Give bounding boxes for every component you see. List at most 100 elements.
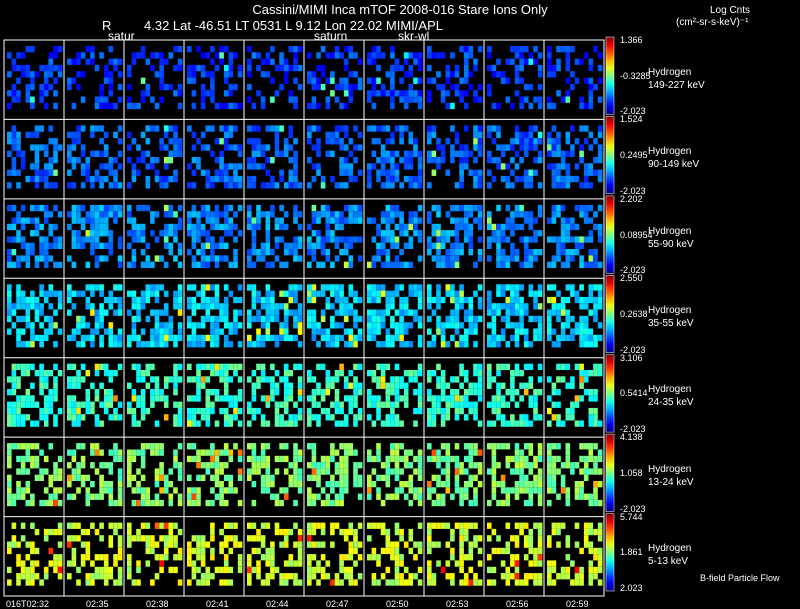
heatmap-cell xyxy=(547,560,552,567)
heatmap-cell xyxy=(283,363,289,370)
heatmap-cell xyxy=(94,230,100,237)
heatmap-cell xyxy=(228,90,234,97)
heatmap-cell xyxy=(597,566,603,574)
heatmap-cell xyxy=(343,481,349,488)
heatmap-cell xyxy=(463,573,469,580)
heatmap-cell xyxy=(191,407,197,415)
heatmap-cell xyxy=(339,211,344,218)
heatmap-cell xyxy=(431,223,437,231)
heatmap-cell xyxy=(514,204,520,212)
heatmap-cell xyxy=(293,64,298,72)
heatmap-cell xyxy=(177,462,183,469)
heatmap-cell xyxy=(463,102,469,110)
heatmap-cell xyxy=(145,407,151,415)
heatmap-cell xyxy=(159,395,164,402)
heatmap-cell xyxy=(551,296,557,304)
heatmap-cell xyxy=(163,334,169,342)
heatmap-cell xyxy=(30,144,35,151)
heatmap-cell xyxy=(210,249,215,256)
heatmap-cell xyxy=(454,290,460,297)
heatmap-cell xyxy=(154,290,160,297)
heatmap-cell xyxy=(551,579,557,586)
heatmap-cell xyxy=(537,249,543,256)
heatmap-cell xyxy=(330,217,335,224)
heatmap-cell xyxy=(131,303,137,310)
heatmap-cell xyxy=(57,211,63,218)
heatmap-cell xyxy=(140,223,146,231)
heatmap-cell xyxy=(417,579,423,586)
heatmap-cell xyxy=(288,554,294,561)
heatmap-cell xyxy=(205,414,211,421)
heatmap-cell xyxy=(537,322,543,329)
heatmap-cell xyxy=(177,328,183,335)
heatmap-cell xyxy=(223,474,229,481)
heatmap-cell xyxy=(537,334,543,342)
heatmap-cell xyxy=(311,395,317,402)
heatmap-cell xyxy=(256,64,261,72)
heatmap-cell xyxy=(311,474,317,481)
heatmap-cell xyxy=(30,175,35,183)
heatmap-cell xyxy=(390,407,395,415)
heatmap-cell xyxy=(487,341,492,348)
heatmap-cell xyxy=(99,303,104,310)
heatmap-cell xyxy=(265,334,271,342)
heatmap-cell xyxy=(34,315,40,323)
heatmap-cell xyxy=(523,150,529,157)
heatmap-cell xyxy=(505,566,511,574)
heatmap-cell xyxy=(256,535,261,542)
heatmap-cell xyxy=(403,449,409,456)
heatmap-cell xyxy=(394,204,400,212)
heatmap-cell xyxy=(140,236,146,243)
heatmap-cell xyxy=(547,573,552,580)
heatmap-cell xyxy=(427,389,432,396)
heatmap-cell xyxy=(316,560,321,567)
heatmap-cell xyxy=(127,83,132,91)
heatmap-cell xyxy=(339,223,344,231)
heatmap-cell xyxy=(473,90,478,97)
heatmap-cell xyxy=(440,370,446,377)
heatmap-cell xyxy=(500,395,506,402)
heatmap-cell xyxy=(150,341,155,348)
heatmap-cell xyxy=(385,579,391,586)
heatmap-cell xyxy=(565,443,571,450)
heatmap-cell xyxy=(177,290,183,297)
heatmap-cell xyxy=(219,328,224,335)
heatmap-cell xyxy=(196,230,201,237)
heatmap-cell xyxy=(283,328,289,335)
heatmap-cell xyxy=(339,217,344,224)
heatmap-cell xyxy=(523,420,529,427)
heatmap-cell xyxy=(256,125,261,132)
heatmap-cell xyxy=(431,573,437,580)
heatmap-cell xyxy=(53,242,58,249)
heatmap-cell xyxy=(537,230,543,237)
heatmap-cell xyxy=(297,309,303,316)
heatmap-cell xyxy=(76,211,81,218)
panel-species: Hydrogen xyxy=(648,146,692,158)
heatmap-cell xyxy=(523,328,529,335)
heatmap-cell xyxy=(325,236,331,243)
heatmap-cell xyxy=(357,328,363,335)
heatmap-cell xyxy=(53,64,58,72)
heatmap-cell xyxy=(293,46,298,53)
heatmap-cell xyxy=(131,455,137,463)
heatmap-cell xyxy=(108,322,114,329)
heatmap-cell xyxy=(528,52,534,59)
heatmap-cell xyxy=(274,138,280,145)
heatmap-cell xyxy=(163,341,169,348)
heatmap-cell xyxy=(367,261,372,268)
heatmap-cell xyxy=(593,83,598,91)
heatmap-cell xyxy=(103,217,109,224)
heatmap-cell xyxy=(334,499,340,507)
heatmap-cell xyxy=(403,230,409,237)
heatmap-cell xyxy=(320,455,326,463)
heatmap-cell xyxy=(316,414,321,421)
heatmap-cell xyxy=(247,223,252,231)
heatmap-cell xyxy=(113,395,118,402)
heatmap-cell xyxy=(325,382,331,389)
heatmap-cell xyxy=(205,169,211,176)
heatmap-cell xyxy=(376,493,381,500)
heatmap-cell xyxy=(270,46,275,53)
heatmap-cell xyxy=(307,242,312,249)
heatmap-cell xyxy=(597,230,603,237)
heatmap-cell xyxy=(343,58,349,65)
